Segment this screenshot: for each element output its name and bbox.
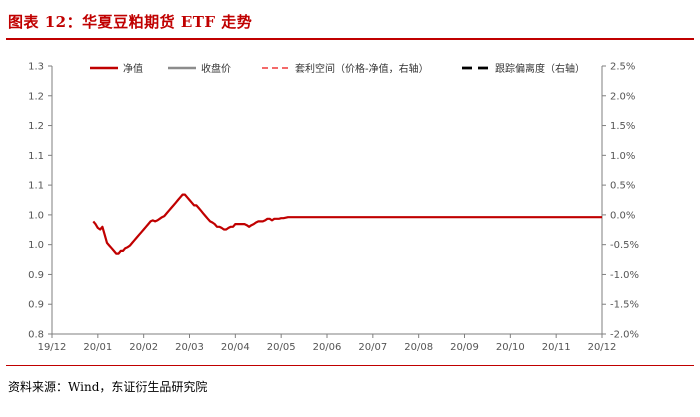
- y-left-tick-label: 1.1: [28, 181, 44, 192]
- y-left-tick-label: 0.9: [28, 300, 44, 311]
- legend-label-3: 跟踪偏离度（右轴）: [495, 62, 585, 75]
- y-right-tick-label: -1.0%: [610, 270, 639, 281]
- y-right-tick-label: 2.5%: [610, 62, 635, 73]
- y-left-tick-label: 0.8: [28, 330, 44, 341]
- legend-label-2: 套利空间（价格-净值，右轴）: [295, 62, 429, 75]
- y-left-tick-label: 0.9: [28, 270, 44, 281]
- y-left-tick-label: 1.3: [28, 62, 44, 73]
- x-tick-label: 20/04: [221, 342, 250, 353]
- x-tick-label: 20/06: [313, 342, 342, 353]
- source-rule: [6, 365, 694, 366]
- x-tick-label: 19/12: [38, 342, 67, 353]
- y-left-tick-label: 1.0: [28, 210, 44, 221]
- legend-label-1: 收盘价: [201, 62, 231, 75]
- title-rule: [6, 38, 694, 40]
- x-tick-label: 20/05: [267, 342, 296, 353]
- x-tick-label: 20/09: [450, 342, 479, 353]
- x-tick-label: 20/02: [129, 342, 158, 353]
- y-right-tick-label: -0.5%: [610, 240, 639, 251]
- x-tick-label: 20/07: [358, 342, 387, 353]
- x-tick-label: 20/10: [496, 342, 525, 353]
- y-right-tick-label: 1.0%: [610, 151, 635, 162]
- source-note: 资料来源：Wind，东证衍生品研究院: [8, 380, 208, 394]
- y-right-tick-label: -2.0%: [610, 330, 639, 341]
- figure-title: 图表 12：华夏豆粕期货 ETF 走势: [8, 13, 253, 31]
- x-tick-label: 20/03: [175, 342, 204, 353]
- x-tick-label: 20/08: [404, 342, 433, 353]
- x-tick-label: 20/01: [83, 342, 112, 353]
- y-left-tick-label: 1.2: [28, 91, 44, 102]
- y-right-tick-label: 0.5%: [610, 181, 635, 192]
- y-right-tick-label: 1.5%: [610, 121, 635, 132]
- x-tick-label: 20/11: [542, 342, 571, 353]
- series-line-0: [92, 193, 602, 255]
- y-left-tick-label: 1.2: [28, 121, 44, 132]
- y-right-tick-label: 2.0%: [610, 91, 635, 102]
- y-left-tick-label: 1.0: [28, 240, 44, 251]
- chart: 0.8 0.9 0.9 1.0 1.0 1.1 1.1 1.2 1.2 1.3 -2.0% -1.5%…: [28, 62, 639, 354]
- legend-label-0: 净值: [123, 62, 143, 75]
- x-tick-label: 20/12: [588, 342, 617, 353]
- figure-header: 图表 12：华夏豆粕期货 ETF 走势: [0, 0, 700, 44]
- y-left-tick-label: 1.1: [28, 151, 44, 162]
- y-right-tick-label: 0.0%: [610, 210, 635, 221]
- y-right-tick-label: -1.5%: [610, 300, 639, 311]
